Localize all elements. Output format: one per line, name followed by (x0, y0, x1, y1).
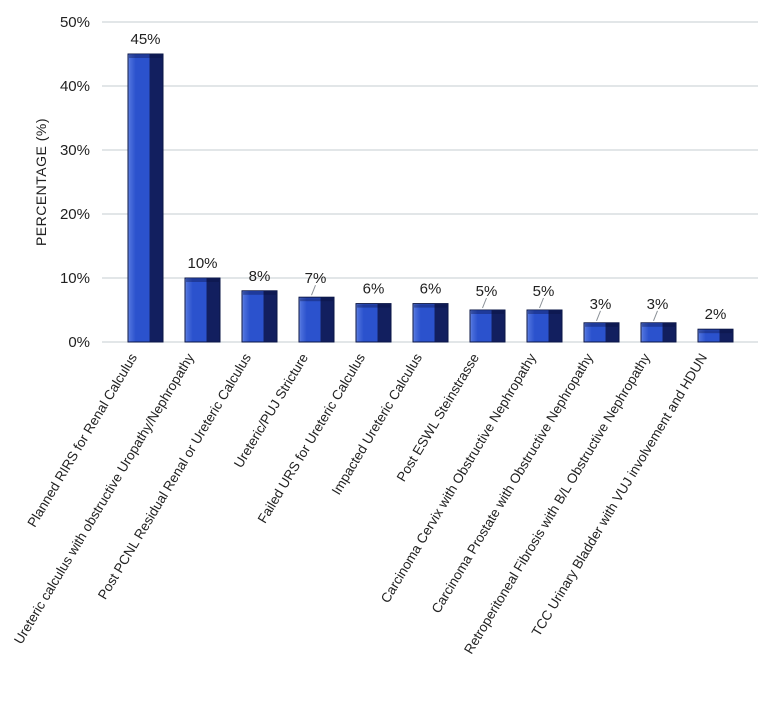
bar-value-label: 7% (305, 270, 327, 287)
bar-top-shade (357, 304, 390, 308)
leader-line (596, 310, 601, 321)
bar-top-shade (243, 291, 276, 295)
leader-line (311, 285, 316, 296)
bar-top-shade (129, 55, 162, 58)
bar (355, 303, 392, 343)
bar-value-label: 6% (420, 281, 442, 298)
bar (127, 53, 164, 343)
bar-top-shade (699, 330, 732, 334)
bar (640, 322, 677, 343)
bar-top-shade (528, 311, 561, 314)
y-tick-label: 40% (60, 78, 90, 95)
bar-value-label: 5% (533, 283, 555, 300)
bar-top-shade (642, 323, 675, 327)
y-tick-label: 20% (60, 206, 90, 223)
bar (412, 303, 449, 343)
bar (526, 309, 563, 343)
bar-value-label: 3% (647, 296, 669, 313)
bar-value-label: 6% (363, 281, 385, 298)
x-category-label: Failed URS for Ureteric Calculus (255, 351, 368, 526)
leader-lines (311, 285, 658, 321)
bar (583, 322, 620, 343)
bar-value-label: 45% (130, 31, 160, 48)
leader-line (653, 310, 658, 321)
bars (127, 53, 734, 343)
bar-top-shade (585, 323, 618, 327)
bar (184, 277, 221, 343)
x-category-label: Planned RIRS for Renal Calculus (24, 351, 140, 530)
bar-value-label: 5% (476, 283, 498, 300)
bar-value-labels: 45% 10% 8% 7% 6% 6% 5% 5% 3% 3% 2% (130, 31, 726, 323)
bar-value-label: 8% (249, 268, 271, 285)
bar (298, 296, 335, 343)
y-tick-label: 0% (68, 334, 90, 351)
bar-top-shade (414, 304, 447, 308)
bar (241, 290, 278, 343)
bar (469, 309, 506, 343)
bar-value-label: 3% (590, 296, 612, 313)
bar-top-shade (471, 311, 504, 314)
y-tick-label: 30% (60, 142, 90, 159)
bar-value-label: 2% (705, 306, 727, 323)
leader-line (539, 297, 544, 309)
y-tick-label: 10% (60, 270, 90, 287)
bar (697, 328, 734, 343)
leader-line (482, 297, 487, 309)
y-axis-tick-labels: 0% 10% 20% 30% 40% 50% (60, 14, 90, 351)
x-category-labels: Planned RIRS for Renal CalculusUreteric … (11, 351, 710, 657)
bar-value-label: 10% (187, 255, 217, 272)
y-tick-label: 50% (60, 14, 90, 31)
bar-top-shade (186, 279, 219, 282)
y-axis-title: PERCENTAGE (%) (33, 118, 49, 246)
bar-top-shade (300, 298, 333, 302)
